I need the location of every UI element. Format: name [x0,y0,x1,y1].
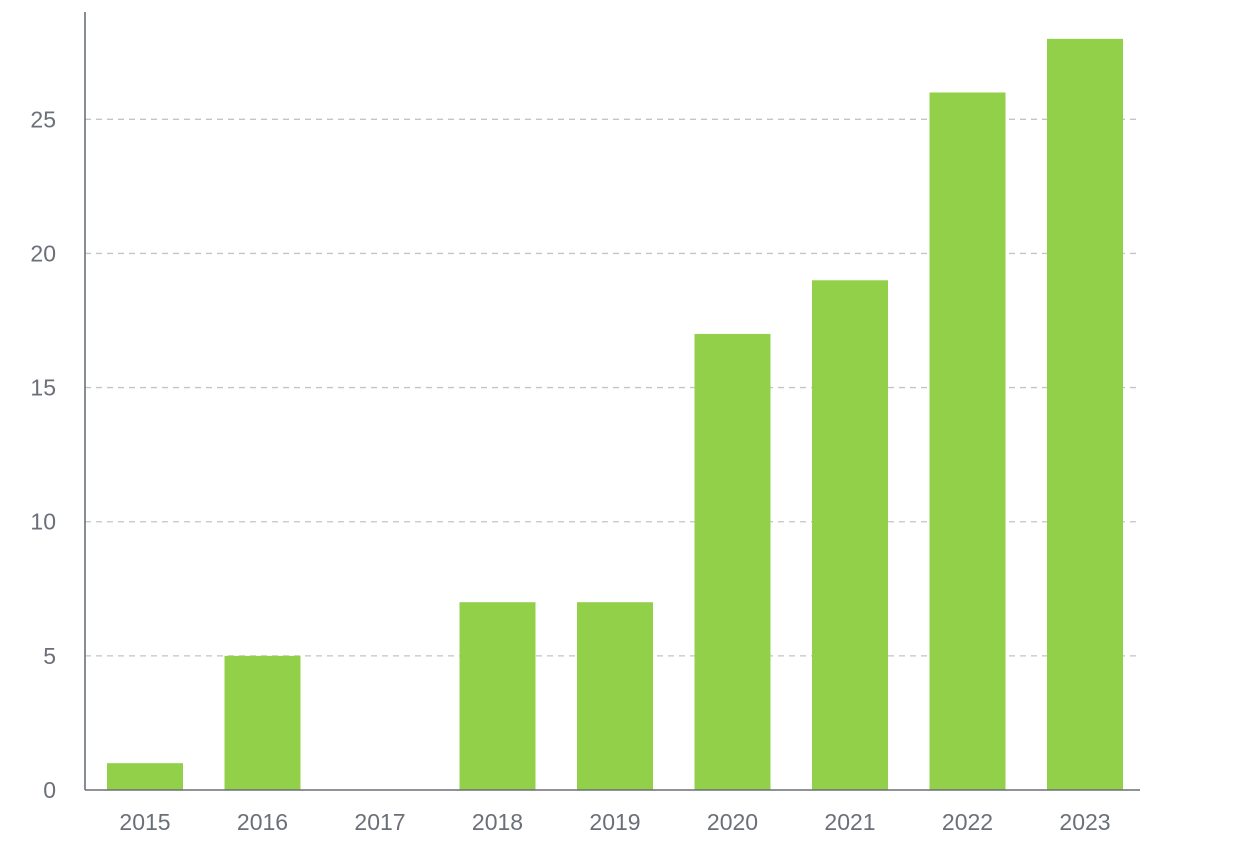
y-tick-label-0: 0 [43,777,56,803]
y-tick-label-20: 20 [30,240,56,266]
x-tick-label-2018: 2018 [472,809,523,835]
x-tick-labels: 2015 2016 2017 2018 2019 2020 2021 2022 2023 [119,809,1110,835]
bar-2019 [577,602,653,790]
y-tick-label-10: 10 [30,509,56,535]
x-tick-label-2023: 2023 [1059,809,1110,835]
x-tick-label-2016: 2016 [237,809,288,835]
bar-2020 [694,333,771,790]
x-tick-label-2020: 2020 [707,809,758,835]
bar-2023 [1047,38,1123,791]
bar-2022 [929,92,1006,790]
y-tick-label-15: 15 [30,375,56,401]
x-tick-label-2017: 2017 [354,809,405,835]
y-tick-label-5: 5 [43,643,56,669]
y-tick-label-25: 25 [30,106,56,132]
x-tick-label-2019: 2019 [589,809,640,835]
y-tick-labels: 0 5 10 15 20 25 [30,106,56,803]
bars [107,38,1123,791]
x-tick-label-2021: 2021 [824,809,875,835]
bar-2015 [107,763,183,790]
bar-2016 [224,655,301,790]
bar-2018 [459,602,536,790]
bar-2021 [812,280,888,790]
x-tick-label-2022: 2022 [942,809,993,835]
x-tick-label-2015: 2015 [119,809,170,835]
